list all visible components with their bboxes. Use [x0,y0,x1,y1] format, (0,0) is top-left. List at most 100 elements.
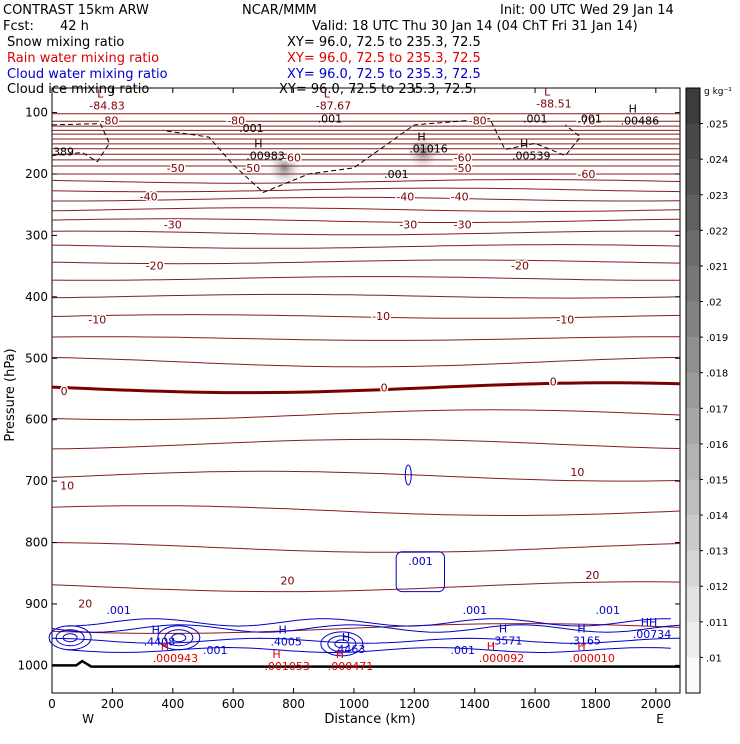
isotherm-value-label: 10 [60,479,74,492]
isotherm-value-label: -60 [577,168,595,181]
valid-time: Valid: 18 UTC Thu 30 Jan 14 (04 ChT Fri … [312,19,638,34]
contour-value-label: .001 [106,604,131,617]
colorbar-segment [686,586,700,623]
isotherm-value-label: -10 [556,314,574,327]
contour-value-label: .001 [239,122,264,135]
fcst-label: Fcst: [3,19,34,34]
extremum-marker: H [577,622,585,635]
isotherm-line [51,293,681,299]
colorbar-segment [686,443,700,480]
y-tick-label: 100 [25,106,48,120]
y-tick-label: 400 [25,290,48,304]
field-cloudwater-name: Cloud water mixing ratio [7,67,168,82]
extremum-value: .4005 [270,636,302,649]
colorbar-unit: g kg⁻¹ [704,87,732,97]
shaded-maximum-1 [407,136,440,169]
colorbar-segment [686,408,700,445]
colorbar-tick-label: .018 [706,369,728,380]
isotherm-line [51,179,681,184]
extremum-value: .3571 [491,634,523,647]
colorbar-frame [685,87,701,694]
contour-value-label: .001 [384,168,409,181]
axes: 0 200 400 600 800 1000 1200 1400 1600 1800 2000100… [17,88,680,711]
y-tick-label: 900 [25,597,48,611]
y-tick-label: 800 [25,536,48,550]
isotherm-value-label: -70 [577,115,595,128]
isotherm-line [51,218,681,223]
isotherm-line [51,470,681,482]
extremum-value: .00983 [246,150,284,163]
isotherm-value-label: -10 [88,314,106,327]
contour-value-label: .001 [408,555,433,568]
extremum-marker: H [336,648,344,661]
org-label: NCAR/MMM [242,3,317,18]
isotherm-value-label: -50 [167,162,185,175]
y-tick-label: 700 [25,474,48,488]
isotherm-line [51,230,681,236]
terrain-line [52,659,680,668]
isotherm-value-label: -40 [396,191,414,204]
extremum-marker: H [487,640,495,653]
colorbar-segment [686,621,700,658]
isotherm-value-label: 10 [570,466,584,479]
isotherm-value-label: -80 [100,115,118,128]
cloud-water-contour [164,629,194,647]
extremum-value: .00486 [621,115,660,128]
extremum-marker: L [97,87,104,100]
cloud-ice-contour [51,123,110,163]
colorbar-segment [686,550,700,587]
colorbar-segment [686,230,700,267]
isotherm-line [51,207,681,213]
isotherm-value-label: -20 [146,260,164,273]
field-rain-xy: XY= 96.0, 72.5 to 235.3, 72.5 [287,51,481,66]
isotherm-value-label: -40 [140,191,158,204]
field-cloudice-name: Cloud ice mixing ratio [7,82,149,97]
isotherm-value-label: -60 [454,151,472,164]
isotherm-value-label: 20 [78,597,92,610]
x-tick-label: 1600 [520,697,551,711]
plot-frame [51,87,681,694]
extremum-value: .000943 [153,652,199,665]
contour-value-label: .001 [463,604,488,617]
colorbar-segment [686,88,700,125]
y-tick-label: 600 [25,413,48,427]
extremum-value: .000010 [569,652,615,665]
extremum-value: .000092 [479,652,525,665]
x-tick-label: 1400 [459,697,490,711]
field-snow-name: Snow mixing ratio [7,35,124,50]
x-tick-label: 0 [48,697,56,711]
x-tick-label: 200 [101,697,124,711]
cloud-water-contour [51,624,681,633]
extremum-value: .3165 [569,634,601,647]
colorbar-tick-label: .016 [706,440,728,451]
cloud-water-contour [51,637,681,644]
isotherm-line [51,356,681,368]
extremum-marker: H [520,138,528,151]
colorbar-tick-label: .012 [706,582,728,593]
colorbar-tick-label: .011 [706,618,728,629]
colorbar: .025 .024 .023 .022 .021 .02 .019 .018 .017 .016.… [685,87,728,694]
colorbar-segment [686,265,700,303]
extremum-marker: H [499,622,507,635]
cloud-water-contour [67,646,671,654]
y-tick-label: 1000 [17,658,48,672]
extremum-value: .00734 [633,628,672,641]
isotherm-line [51,581,681,593]
isotherm-value-label: -40 [451,191,469,204]
isotherm-line [51,542,681,553]
contour-value-label: .001 [203,644,228,657]
x-tick-label: 600 [222,697,245,711]
colorbar-tick-label: .013 [706,547,728,558]
isotherm-line [51,381,681,395]
extremum-marker: H [161,640,169,653]
isotherm-value-label: -30 [454,218,472,231]
colorbar-tick-label: .015 [706,475,728,486]
extremum-value: .001053 [264,660,310,673]
extremum-marker: H [152,624,160,637]
x-tick-label: 1800 [580,697,611,711]
isotherm-value-label: -60 [283,151,301,164]
x-axis-title: Distance (km) [324,712,415,727]
colorbar-segment [686,372,700,409]
isotherm-line [51,438,681,450]
